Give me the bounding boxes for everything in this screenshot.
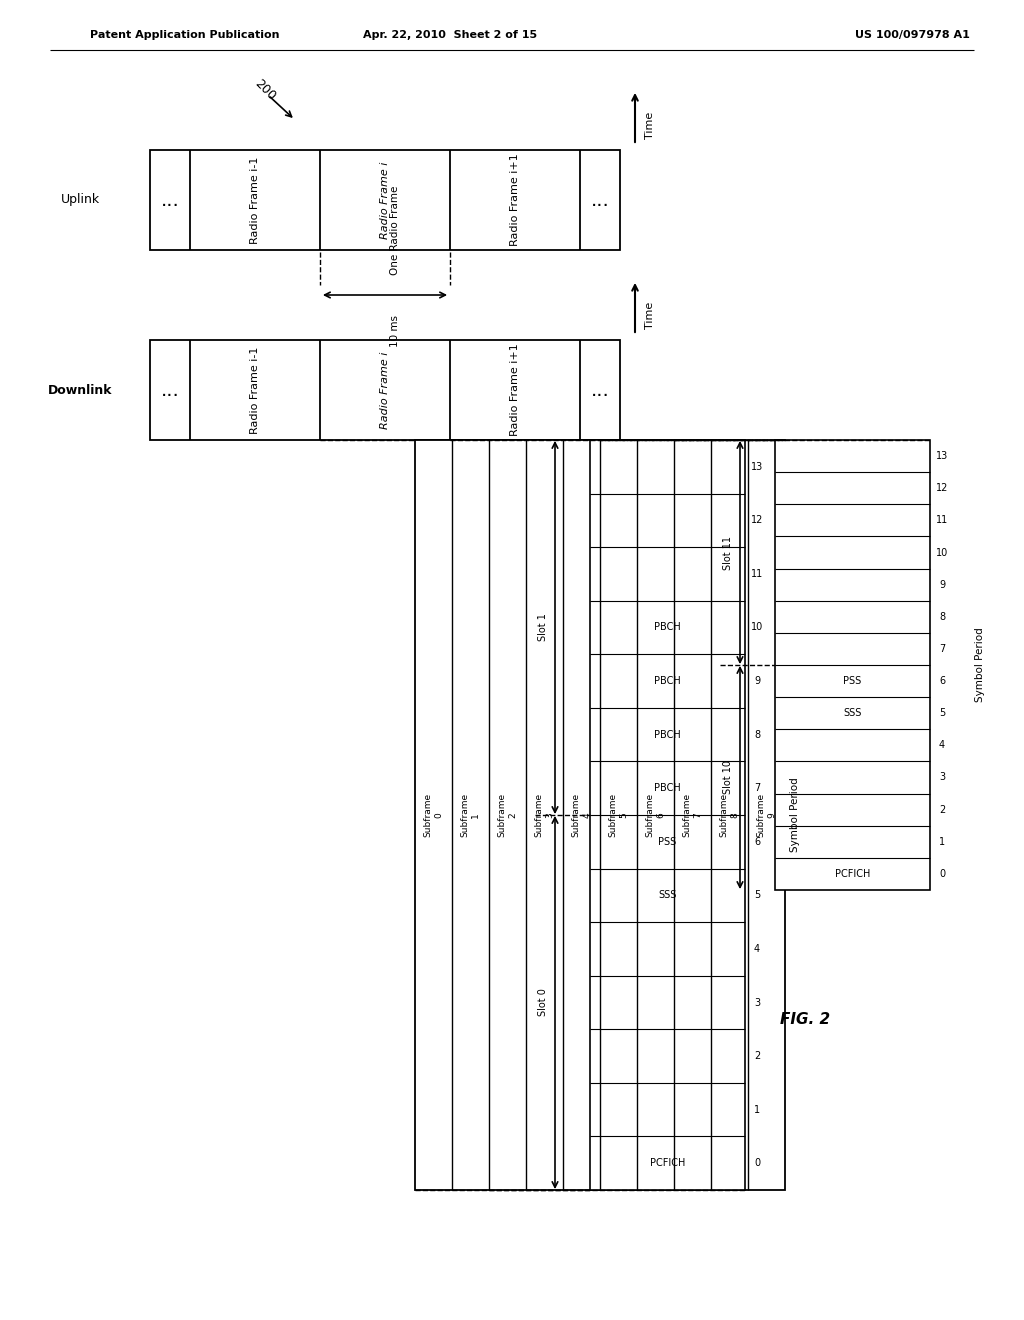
Text: Uplink: Uplink (60, 194, 99, 206)
Text: 1: 1 (754, 1105, 760, 1114)
Text: Symbol Period: Symbol Period (790, 777, 800, 853)
Text: 4: 4 (939, 741, 945, 750)
Text: 0: 0 (939, 869, 945, 879)
Text: Radio Frame i: Radio Frame i (380, 351, 390, 429)
Text: Patent Application Publication: Patent Application Publication (90, 30, 280, 40)
Text: 2: 2 (939, 805, 945, 814)
Text: 8: 8 (939, 611, 945, 622)
Text: Slot 1: Slot 1 (538, 614, 548, 642)
Bar (415, 440, 785, 1191)
Text: PBCH: PBCH (654, 623, 681, 632)
Text: 11: 11 (936, 515, 948, 525)
Text: Slot 11: Slot 11 (723, 536, 733, 569)
Text: One Radio Frame: One Radio Frame (390, 186, 400, 275)
Text: ...: ... (591, 380, 609, 400)
Text: SSS: SSS (844, 709, 861, 718)
Text: 3: 3 (939, 772, 945, 783)
Text: 9: 9 (754, 676, 760, 686)
Text: PSS: PSS (844, 676, 861, 686)
Text: 12: 12 (936, 483, 948, 494)
Text: Radio Frame i-1: Radio Frame i-1 (250, 156, 260, 244)
Text: PBCH: PBCH (654, 676, 681, 686)
Text: Radio Frame i+1: Radio Frame i+1 (510, 343, 520, 437)
Bar (150, 150, 620, 249)
Text: 11: 11 (751, 569, 763, 579)
Text: FIG. 2: FIG. 2 (780, 1012, 830, 1027)
Text: 12: 12 (751, 515, 763, 525)
Text: ...: ... (591, 190, 609, 210)
Text: Subframe
4: Subframe 4 (571, 793, 591, 837)
Text: Radio Frame i: Radio Frame i (380, 161, 390, 239)
Text: 10: 10 (936, 548, 948, 557)
Text: 200: 200 (252, 77, 279, 103)
Text: 6: 6 (939, 676, 945, 686)
Bar (150, 341, 620, 440)
Text: 13: 13 (936, 451, 948, 461)
Text: Subframe
9: Subframe 9 (757, 793, 776, 837)
Text: 2: 2 (754, 1051, 760, 1061)
Text: Subframe
3: Subframe 3 (535, 793, 554, 837)
Bar (775, 440, 930, 890)
Text: US 100/097978 A1: US 100/097978 A1 (855, 30, 970, 40)
Text: 7: 7 (939, 644, 945, 653)
Text: 7: 7 (754, 783, 760, 793)
Text: Subframe
0: Subframe 0 (424, 793, 443, 837)
Text: Subframe
2: Subframe 2 (498, 793, 517, 837)
Text: 10: 10 (751, 623, 763, 632)
Text: PBCH: PBCH (654, 783, 681, 793)
Text: 5: 5 (754, 891, 760, 900)
Text: Slot 0: Slot 0 (538, 989, 548, 1016)
Text: ...: ... (161, 190, 179, 210)
Text: Subframe
8: Subframe 8 (720, 793, 739, 837)
Text: 13: 13 (751, 462, 763, 471)
Text: Subframe
5: Subframe 5 (609, 793, 628, 837)
Text: PBCH: PBCH (654, 730, 681, 739)
Text: 5: 5 (939, 709, 945, 718)
Text: SSS: SSS (658, 891, 677, 900)
Text: Subframe
6: Subframe 6 (646, 793, 666, 837)
Text: 0: 0 (754, 1158, 760, 1168)
Text: Downlink: Downlink (48, 384, 113, 396)
Text: Subframe
1: Subframe 1 (461, 793, 480, 837)
Text: 1: 1 (939, 837, 945, 847)
Text: PSS: PSS (658, 837, 677, 847)
Text: Time: Time (645, 111, 655, 139)
Text: 3: 3 (754, 998, 760, 1007)
Text: Symbol Period: Symbol Period (975, 627, 985, 702)
Text: Subframe
7: Subframe 7 (683, 793, 702, 837)
Text: 9: 9 (939, 579, 945, 590)
Text: 8: 8 (754, 730, 760, 739)
Text: 4: 4 (754, 944, 760, 954)
Text: Radio Frame i-1: Radio Frame i-1 (250, 346, 260, 434)
Text: 6: 6 (754, 837, 760, 847)
Text: PCFICH: PCFICH (650, 1158, 685, 1168)
Text: Apr. 22, 2010  Sheet 2 of 15: Apr. 22, 2010 Sheet 2 of 15 (362, 30, 537, 40)
Text: 10 ms: 10 ms (390, 315, 400, 347)
Text: Radio Frame i+1: Radio Frame i+1 (510, 153, 520, 247)
Text: Slot 10: Slot 10 (723, 760, 733, 795)
Text: PCFICH: PCFICH (835, 869, 870, 879)
Text: ...: ... (161, 380, 179, 400)
Text: Time: Time (645, 301, 655, 329)
Bar (590, 440, 745, 1191)
